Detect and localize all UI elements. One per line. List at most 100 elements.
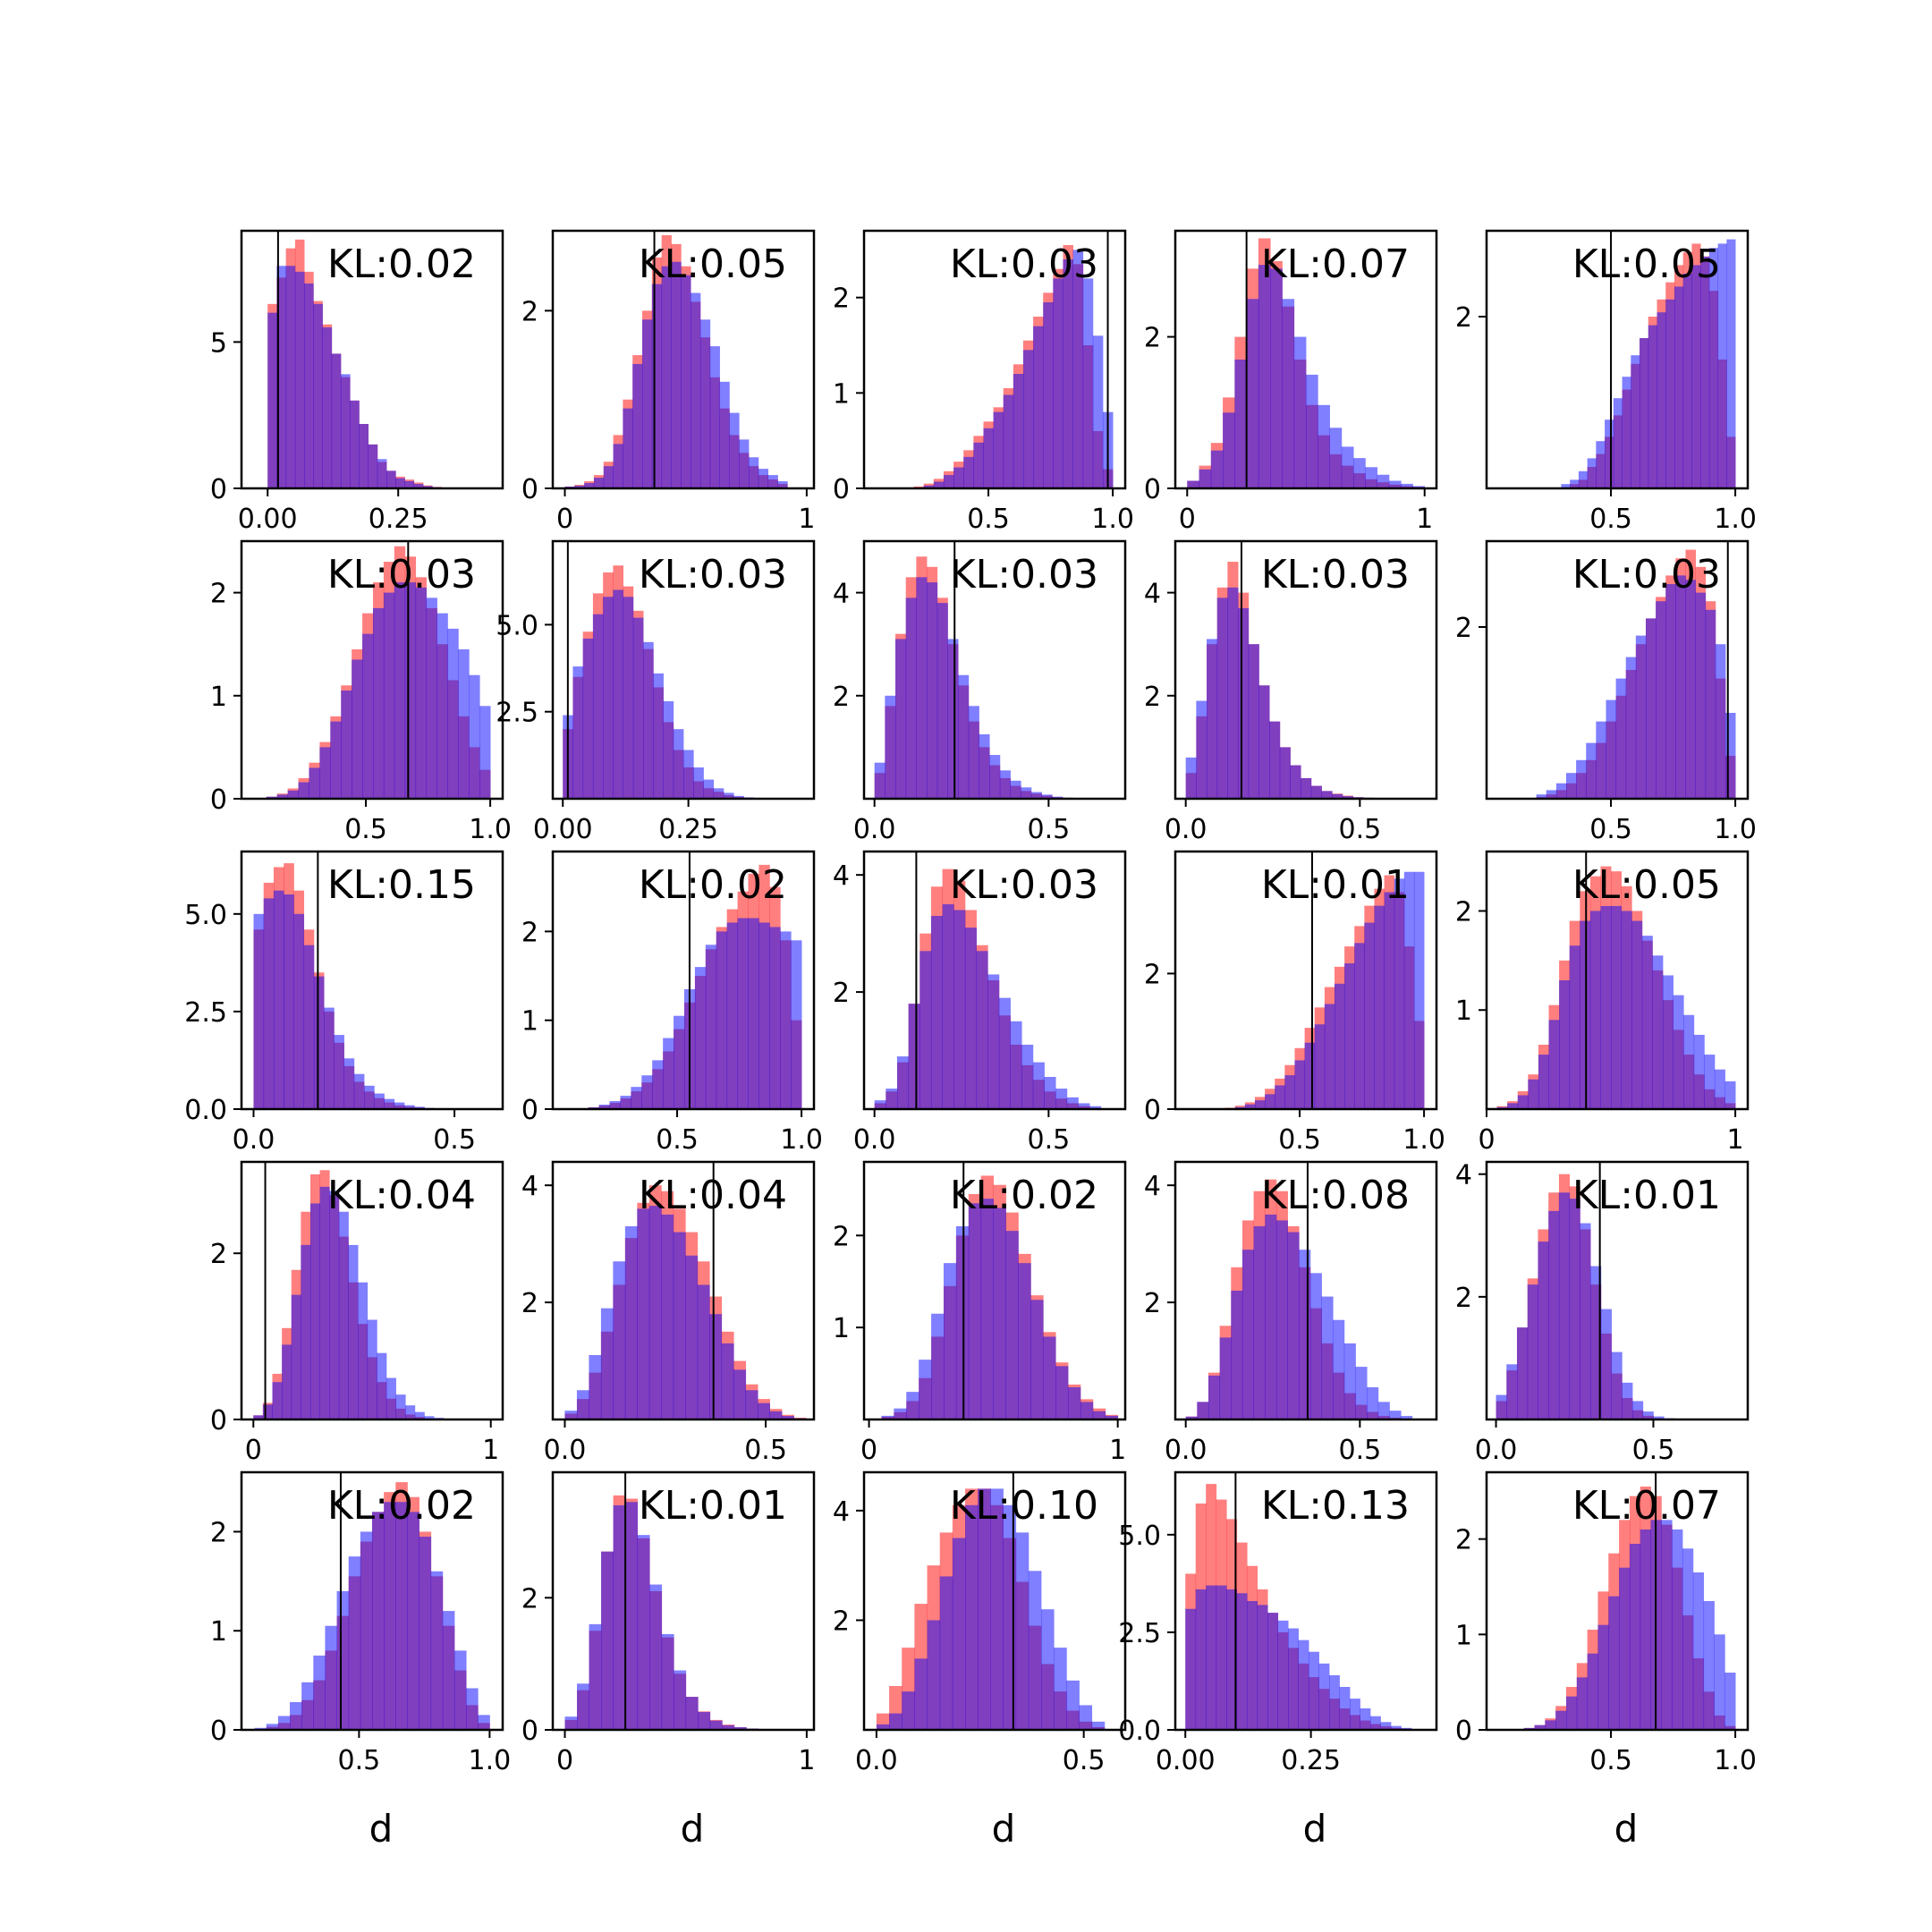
x-axis-label: d	[992, 1807, 1016, 1851]
axes-frame	[551, 850, 816, 1111]
bars-group	[266, 541, 491, 799]
blue-histogram-bar	[1185, 1608, 1197, 1730]
bars-group	[876, 1472, 1106, 1730]
blue-histogram-bar	[919, 951, 932, 1109]
blue-histogram-bar	[769, 927, 781, 1109]
blue-histogram-bar	[1003, 394, 1014, 488]
blue-histogram-bar	[1635, 635, 1647, 799]
kl-annotation: KL:0.03	[327, 552, 476, 597]
blue-histogram-bar	[874, 762, 886, 799]
blue-histogram-bar	[574, 486, 585, 488]
blue-histogram-bar	[1309, 1273, 1322, 1419]
subplot-24: 0.00 0.25 0.0 2.5 5.0 KL:0.13 d	[1118, 1470, 1438, 1851]
blue-histogram-bar	[309, 1203, 320, 1419]
blue-histogram-bar	[404, 480, 415, 488]
blue-histogram-bar	[1005, 1231, 1019, 1419]
kl-annotation: KL:0.04	[327, 1173, 476, 1218]
blue-histogram-bar	[426, 597, 437, 799]
blue-histogram-bar	[1534, 1724, 1546, 1730]
blue-histogram-bar	[284, 894, 294, 1109]
blue-histogram-bar	[1321, 791, 1333, 799]
blue-histogram-bar	[993, 411, 1004, 488]
blue-histogram-bar	[1290, 765, 1301, 799]
blue-histogram-bar	[693, 767, 704, 799]
blue-histogram-bar	[1231, 1291, 1243, 1419]
blue-histogram-bar	[1041, 1609, 1055, 1730]
blue-histogram-bar	[1082, 278, 1094, 488]
blue-histogram-bar	[609, 1101, 621, 1109]
kl-annotation: KL:0.13	[1261, 1483, 1410, 1529]
blue-histogram-bar	[979, 734, 990, 799]
x-tick-label: 0.5	[344, 814, 387, 845]
blue-histogram-bar	[1394, 878, 1405, 1109]
blue-histogram-bar	[1413, 871, 1425, 1109]
blue-histogram-bar	[698, 1712, 711, 1730]
blue-histogram-bar	[1288, 1628, 1299, 1730]
subplot-6: 0.5 1.0 0 1 2 KL:0.03	[210, 539, 512, 845]
blue-histogram-bar	[1389, 1411, 1402, 1419]
blue-histogram-bar	[699, 319, 711, 488]
blue-histogram-bar	[1003, 1504, 1017, 1730]
blue-histogram-bar	[902, 1691, 915, 1730]
x-tick-label: 0.0	[853, 1124, 896, 1156]
blue-histogram-bar	[953, 910, 966, 1109]
kl-annotation: KL:0.01	[1572, 1173, 1721, 1218]
bars-group	[1496, 1162, 1686, 1419]
blue-histogram-bar	[613, 1504, 626, 1730]
blue-histogram-bar	[1615, 678, 1627, 799]
blue-histogram-bar	[726, 922, 738, 1109]
blue-histogram-bar	[1342, 796, 1353, 799]
blue-histogram-bar	[1621, 911, 1632, 1109]
kl-annotation: KL:0.05	[639, 242, 787, 287]
blue-histogram-bar	[703, 779, 715, 799]
axes-frame	[1485, 1470, 1750, 1732]
x-tick-label: 0.5	[1027, 814, 1070, 845]
blue-histogram-bar	[1555, 1710, 1567, 1730]
blue-histogram-bar	[1565, 1696, 1578, 1730]
blue-histogram-bar	[990, 1488, 1004, 1730]
kl-annotation: KL:0.05	[1572, 862, 1721, 908]
subplot-13: 0.0 0.5 2 4 KL:0.03	[833, 850, 1127, 1156]
subplot-11: 0.0 0.5 0.0 2.5 5.0 KL:0.15	[184, 850, 504, 1156]
blue-histogram-bar	[1226, 1589, 1238, 1730]
blue-histogram-bar	[1364, 922, 1375, 1109]
x-tick-label: 0.5	[967, 504, 1010, 535]
blue-histogram-bar	[414, 1106, 425, 1109]
y-tick-label: 2.5	[1118, 1618, 1161, 1649]
blue-histogram-bar	[721, 1343, 734, 1419]
blue-histogram-bar	[1293, 336, 1307, 488]
y-tick-label: 0	[1144, 474, 1161, 505]
blue-histogram-bar	[1661, 1520, 1673, 1730]
axes-frame	[1174, 539, 1438, 801]
blue-histogram-bar	[1388, 480, 1402, 488]
blue-histogram-bar	[394, 582, 406, 799]
blue-histogram-bar	[1558, 1192, 1571, 1419]
x-tick-label: 0.5	[1589, 814, 1632, 845]
blue-histogram-bar	[1403, 871, 1415, 1109]
blue-histogram-bar	[1043, 302, 1054, 488]
blue-histogram-bar	[1185, 757, 1197, 799]
subplot-23: 0.0 0.5 2 4 KL:0.10 d	[833, 1470, 1127, 1851]
subplot-2: 0 1 0 2 KL:0.05	[521, 229, 815, 535]
blue-histogram-bar	[1333, 1319, 1345, 1419]
bars-group	[267, 231, 451, 488]
blue-histogram-bar	[1611, 1352, 1623, 1419]
bars-group	[564, 1472, 784, 1730]
blue-histogram-bar	[1714, 1634, 1725, 1730]
blue-histogram-bar	[1199, 469, 1212, 488]
y-tick-label: 0	[521, 474, 538, 505]
blue-histogram-bar	[663, 701, 674, 799]
blue-histogram-bar	[952, 1538, 966, 1730]
blue-histogram-bar	[352, 659, 363, 799]
blue-histogram-bar	[953, 467, 964, 488]
blue-histogram-bar	[442, 1611, 455, 1730]
blue-histogram-bar	[1538, 1055, 1549, 1109]
blue-histogram-bar	[377, 459, 387, 488]
blue-histogram-bar	[1590, 1266, 1602, 1419]
blue-histogram-bar	[319, 747, 331, 799]
y-tick-label: 2	[1455, 1525, 1472, 1556]
blue-histogram-bar	[1091, 1721, 1106, 1730]
blue-histogram-bar	[1210, 450, 1224, 488]
blue-histogram-bar	[1724, 713, 1736, 799]
blue-histogram-bar	[1032, 1062, 1045, 1109]
